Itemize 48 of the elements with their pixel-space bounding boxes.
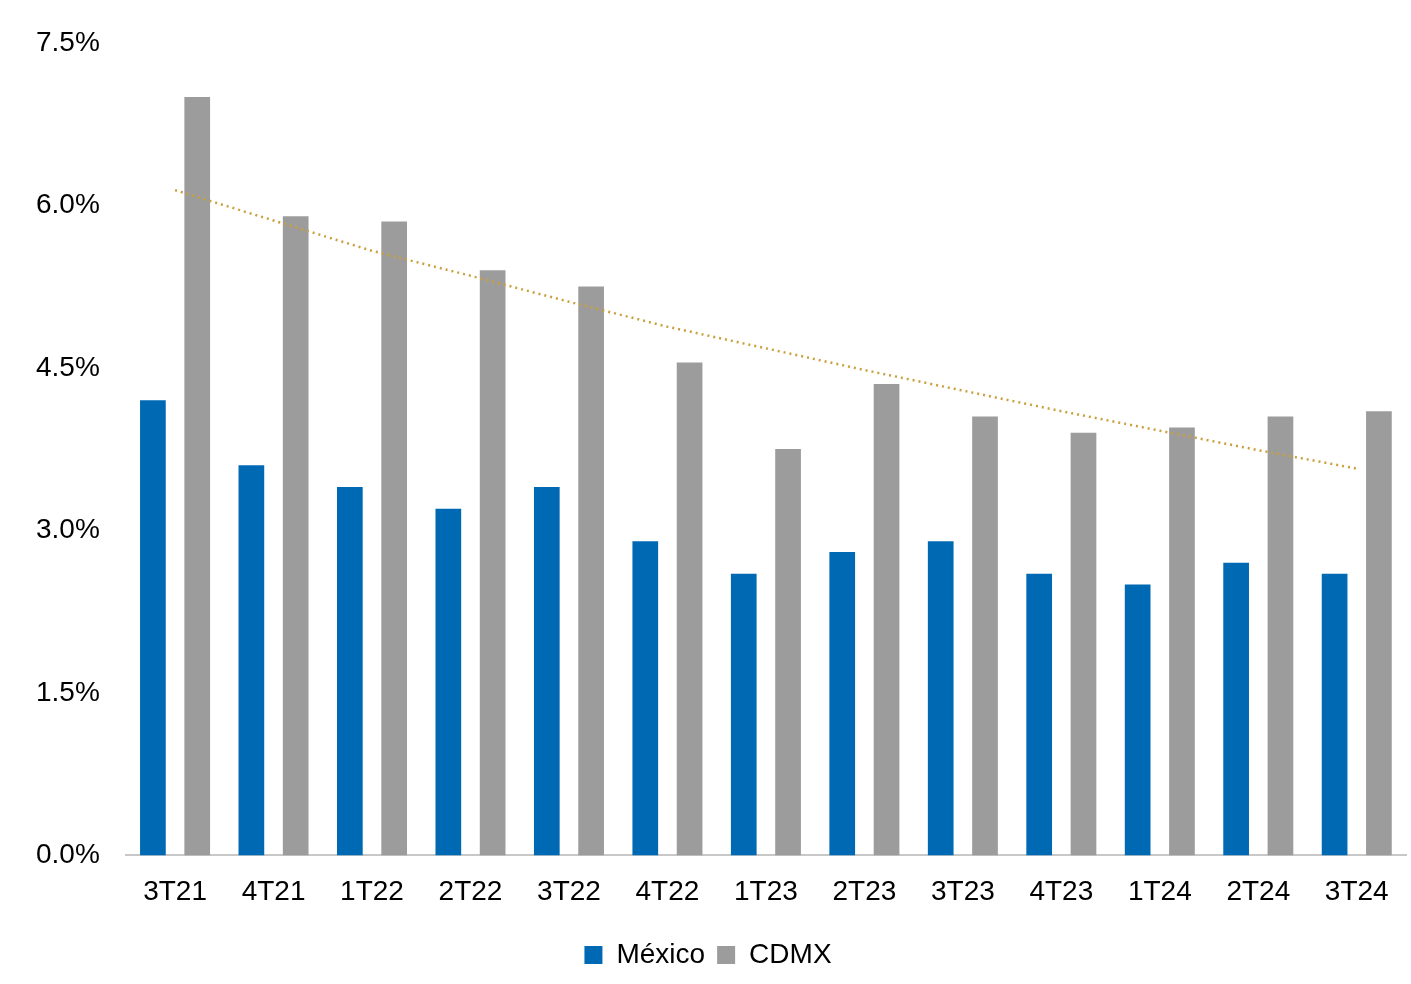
bar bbox=[533, 487, 560, 856]
x-tick-label: 2T22 bbox=[438, 874, 503, 906]
bar bbox=[1267, 416, 1294, 856]
x-tick-label: 3T23 bbox=[930, 874, 995, 906]
x-tick-label: 4T23 bbox=[1029, 874, 1094, 906]
bar bbox=[1223, 562, 1249, 856]
x-tick-label: 3T24 bbox=[1324, 874, 1389, 906]
bar bbox=[184, 96, 211, 856]
bar bbox=[140, 400, 166, 856]
y-tick-label: 0.0% bbox=[35, 838, 100, 870]
bar bbox=[730, 573, 757, 856]
y-tick-label: 7.5% bbox=[35, 25, 100, 57]
bar bbox=[972, 416, 998, 856]
legend-label: México bbox=[616, 937, 706, 969]
x-tick-label: 1T23 bbox=[734, 874, 798, 906]
bar bbox=[775, 449, 801, 856]
legend-label: CDMX bbox=[749, 937, 832, 969]
bar bbox=[1124, 584, 1151, 856]
line-series bbox=[173, 188, 1359, 470]
bar bbox=[1026, 573, 1053, 856]
bar bbox=[479, 270, 506, 856]
x-tick-label: 3T22 bbox=[537, 874, 601, 906]
x-tick-label: 1T24 bbox=[1127, 874, 1192, 906]
bar bbox=[1070, 432, 1097, 856]
bar bbox=[676, 362, 703, 856]
bar bbox=[829, 552, 856, 856]
bar bbox=[337, 487, 363, 856]
x-tick-label: 4T22 bbox=[635, 874, 700, 906]
bar bbox=[1169, 427, 1195, 856]
bar bbox=[632, 541, 659, 856]
bar bbox=[1321, 573, 1348, 856]
bar bbox=[873, 384, 900, 856]
x-tick-label: 2T24 bbox=[1226, 874, 1291, 906]
bar bbox=[238, 465, 265, 856]
bar bbox=[282, 216, 309, 856]
bar bbox=[381, 221, 408, 856]
bar bbox=[927, 541, 954, 856]
y-tick-label: 1.5% bbox=[35, 675, 100, 707]
x-tick-label: 4T21 bbox=[241, 874, 306, 906]
bar bbox=[435, 508, 462, 856]
x-tick-label: 3T21 bbox=[143, 874, 207, 906]
y-tick-label: 4.5% bbox=[35, 350, 100, 382]
y-tick-label: 6.0% bbox=[35, 188, 100, 220]
x-tick-label: 1T22 bbox=[340, 874, 404, 906]
bar bbox=[1366, 411, 1392, 856]
x-tick-label: 2T23 bbox=[832, 874, 897, 906]
y-tick-label: 3.0% bbox=[35, 513, 100, 545]
bar bbox=[578, 286, 604, 856]
